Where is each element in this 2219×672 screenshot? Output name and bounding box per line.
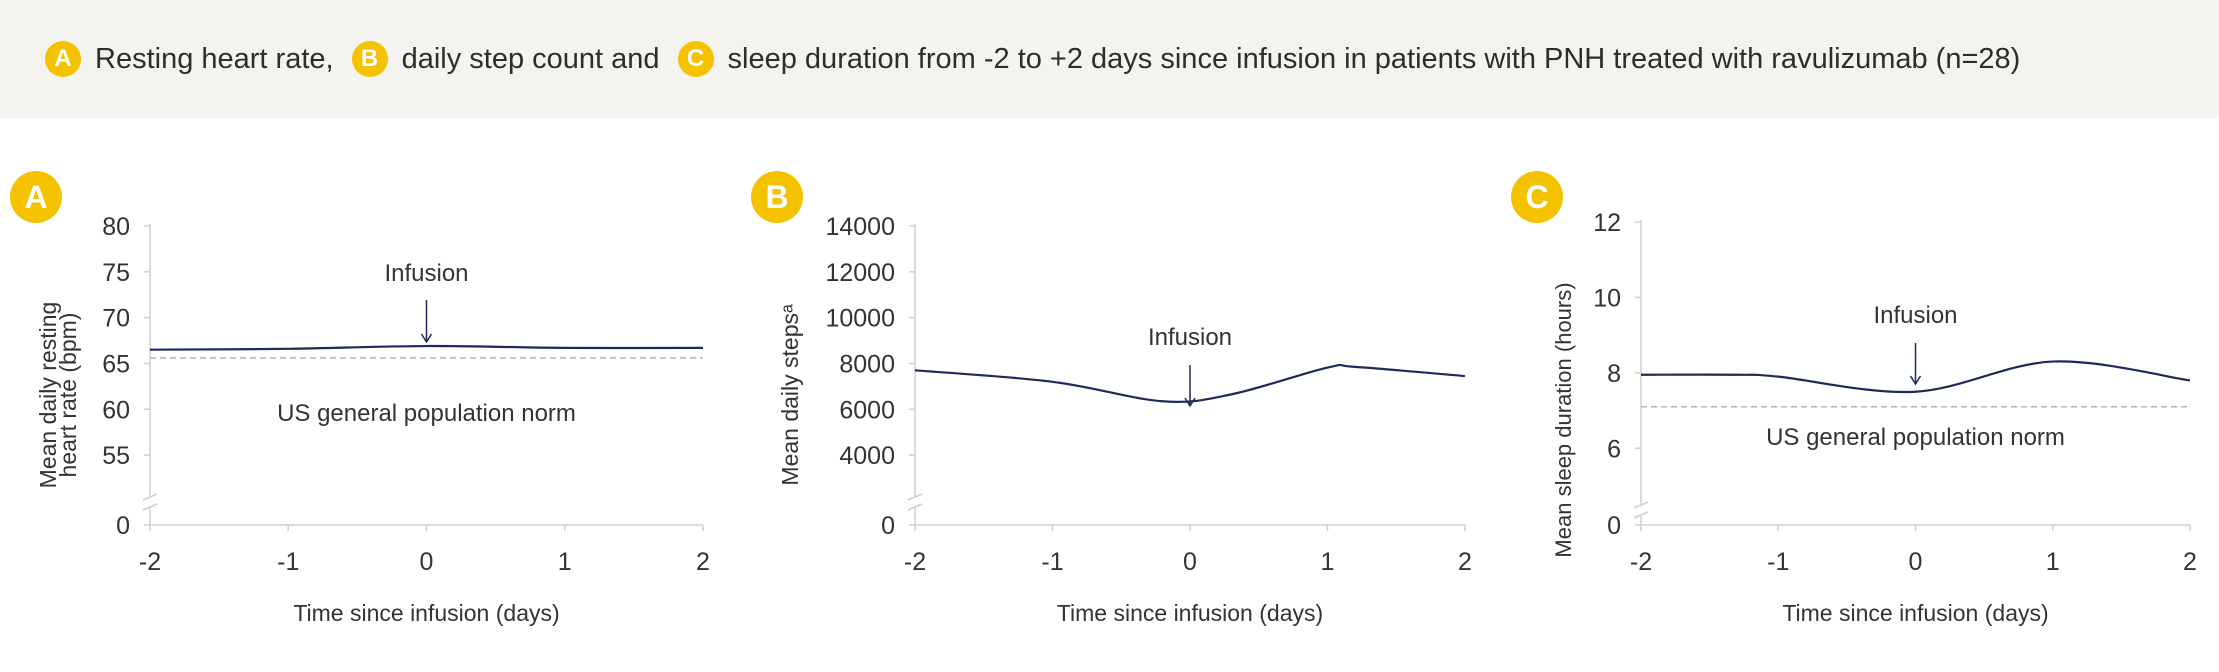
- title-badge-a: A: [45, 41, 81, 77]
- panel-a-y-tick-label: 70: [102, 305, 130, 333]
- panel-a-badge-circle: [10, 171, 62, 223]
- panel-b-infusion-arrow-head: [1184, 397, 1196, 408]
- panel-b-y-tick-label: 14000: [825, 213, 895, 241]
- panel-b-x-tick-label: -2: [904, 548, 926, 576]
- panel-c-y-zero-label: 0: [1607, 512, 1621, 540]
- panel-c-infusion-arrow-head: [1909, 375, 1922, 386]
- panel-b-axis-break-mark-lower: [907, 503, 923, 511]
- panel-a-axis-break-mark-upper: [142, 493, 158, 501]
- panel-a-infusion-label: Infusion: [384, 260, 468, 287]
- figure-header: A Resting heart rate, B daily step count…: [0, 0, 2219, 118]
- panel-c-x-tick-label: -2: [1630, 548, 1652, 576]
- title-badge-c: C: [677, 41, 714, 77]
- panel-c-x-tick-label: -1: [1767, 548, 1789, 576]
- panel-b-y-tick-label: 4000: [839, 442, 895, 470]
- panel-c-x-axis-title: Time since infusion (days): [1782, 600, 2048, 626]
- panel-c-series-line: [1640, 360, 2191, 394]
- panel-b-y-tick-label: 10000: [825, 305, 895, 333]
- panel-b-y-tick-label: 6000: [839, 396, 895, 424]
- panel-c-y-axis-title: Mean sleep duration (hours): [1551, 282, 1576, 557]
- panel-b-infusion-label: Infusion: [1148, 324, 1232, 351]
- panel-c-badge-circle: [1511, 171, 1563, 223]
- panel-a-y-tick-label: 60: [102, 396, 130, 424]
- title-part-step-count: daily step count and: [401, 42, 660, 75]
- panel-c-y-tick-label: 6: [1607, 435, 1621, 463]
- panel-a-x-tick-label: -2: [139, 548, 161, 576]
- panel-a-y-zero-label: 0: [116, 512, 130, 540]
- panel-c-x-tick-label: 2: [2183, 548, 2197, 576]
- panel-b-y-tick-label: 12000: [825, 259, 895, 287]
- panel-a-y-axis-title: heart rate (bpm): [55, 313, 81, 478]
- panel-b-x-tick-label: 2: [1458, 548, 1472, 576]
- panel-a-infusion-arrow-head: [420, 333, 433, 344]
- panel-b-badge-circle: [751, 171, 803, 223]
- panel-c-infusion-label: Infusion: [1873, 302, 1957, 329]
- panel-c-axis-break-mark-lower: [1633, 511, 1649, 519]
- panel-a-y-tick-label: 65: [102, 350, 130, 378]
- panel-b-y-tick-label: 8000: [839, 350, 895, 378]
- panel-a-y-tick-label: 75: [102, 259, 130, 287]
- panel-b-y-axis-title: Mean daily stepsᵃ: [777, 304, 803, 486]
- panel-b-x-axis-title: Time since infusion (days): [1057, 600, 1323, 626]
- panel-a-x-tick-label: -1: [277, 548, 299, 576]
- panel-b-axis-break-mark-upper: [907, 493, 923, 501]
- panel-a-norm-label: US general population norm: [277, 400, 576, 427]
- panel-c-y-tick-label: 10: [1593, 284, 1621, 312]
- panel-a-axis-break-mark-lower: [142, 503, 158, 511]
- panel-a-series-line: [149, 344, 704, 351]
- panel-a-x-tick-label: 2: [696, 548, 710, 576]
- panel-a-y-tick-label: 55: [102, 442, 130, 470]
- panel-b-badge-label: B: [765, 179, 788, 215]
- panel-b-y-zero-label: 0: [881, 512, 895, 540]
- panel-c-y-tick-label: 12: [1593, 209, 1621, 237]
- panel-a-y-axis-title: Mean daily resting: [35, 302, 61, 489]
- figure-title: A Resting heart rate, B daily step count…: [45, 36, 2038, 82]
- panel-c-badge-label: C: [1525, 179, 1548, 215]
- panel-a-x-tick-label: 1: [558, 548, 572, 576]
- panel-c-axis-break-mark-upper: [1633, 501, 1649, 509]
- panel-c-y-tick-label: 8: [1607, 360, 1621, 388]
- panel-a-badge-label: A: [24, 179, 47, 215]
- panel-a-y-tick-label: 80: [102, 213, 130, 241]
- panel-c-x-tick-label: 1: [2046, 548, 2060, 576]
- panel-a-x-axis-title: Time since infusion (days): [293, 600, 559, 626]
- panel-b-x-tick-label: 1: [1321, 548, 1335, 576]
- panel-b-x-tick-label: 0: [1183, 548, 1197, 576]
- panel-a-x-tick-label: 0: [420, 548, 434, 576]
- panel-b-series-line: [914, 363, 1466, 403]
- panel-c-x-tick-label: 0: [1909, 548, 1923, 576]
- title-part-heart-rate: Resting heart rate,: [95, 42, 334, 75]
- panel-c-norm-label: US general population norm: [1766, 424, 2065, 451]
- panel-b-x-tick-label: -1: [1041, 548, 1063, 576]
- title-part-sleep-duration: sleep duration from -2 to +2 days since …: [727, 42, 2021, 75]
- title-badge-b: B: [351, 41, 388, 77]
